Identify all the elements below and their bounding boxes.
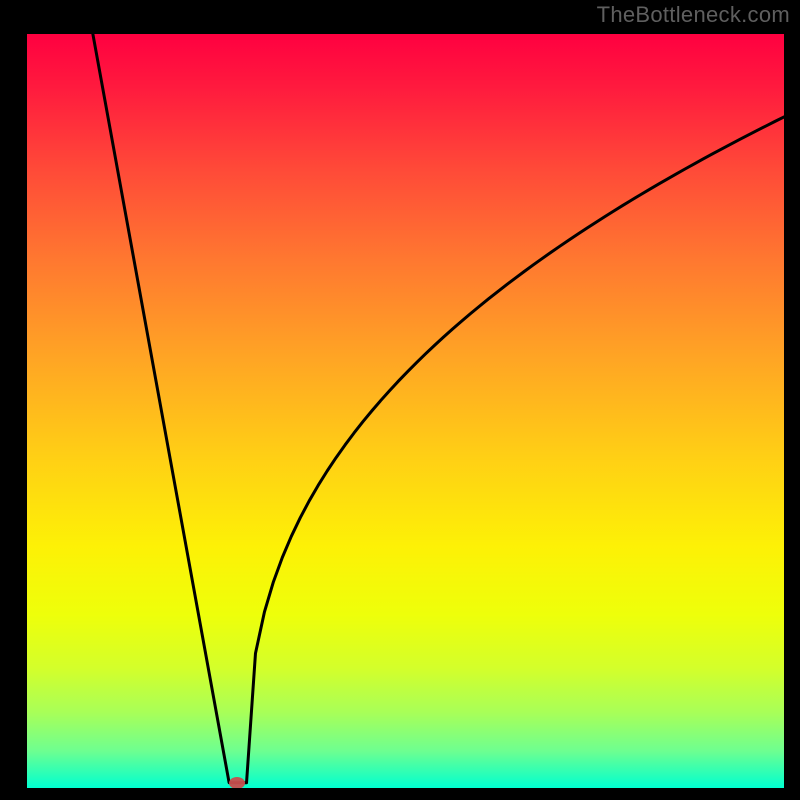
optimal-point-marker — [229, 777, 245, 788]
bottleneck-curve — [27, 34, 784, 788]
watermark-text: TheBottleneck.com — [597, 2, 790, 28]
plot-area — [27, 34, 784, 788]
